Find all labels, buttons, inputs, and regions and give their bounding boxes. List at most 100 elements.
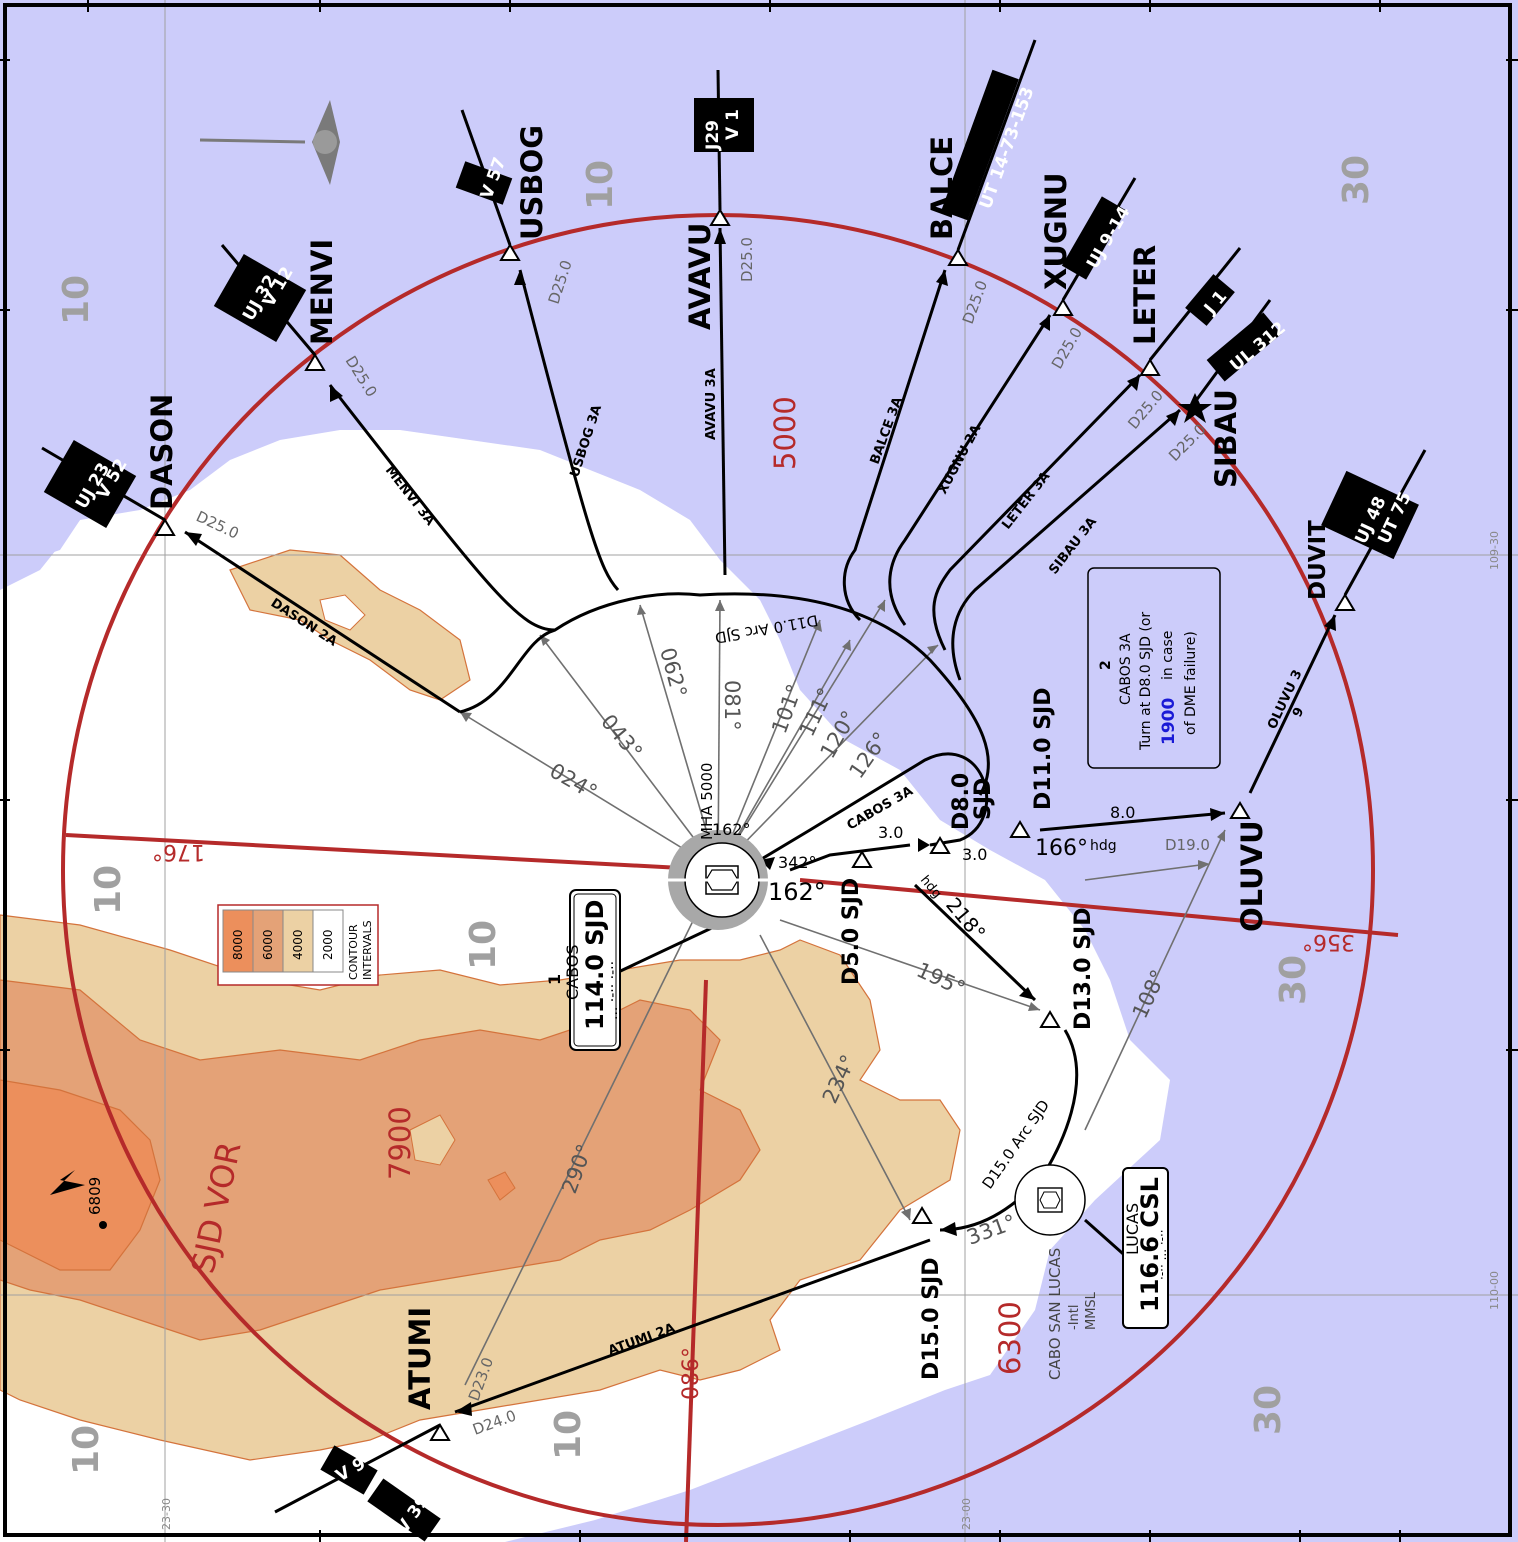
fix-xugnu: XUGNU xyxy=(1039,172,1073,290)
bearing-081: 081° xyxy=(720,680,744,731)
fix-balce: BALCE xyxy=(925,136,959,240)
lucas-vor-symbol xyxy=(1014,1164,1086,1236)
legend-4000: 4000 xyxy=(291,929,305,960)
mora-10-e: 10 xyxy=(548,1410,589,1460)
mha-label: MHA 5000 xyxy=(698,763,716,840)
dist-3-b: 3.0 xyxy=(962,845,987,864)
altitude-5000: 5000 xyxy=(768,396,802,470)
terrain-hole xyxy=(319,594,366,631)
legend-title1: CONTOUR xyxy=(347,924,360,980)
terrain-8000 xyxy=(0,1079,161,1271)
cabos-note-num: 1 xyxy=(545,974,564,985)
lucas-navaid-box xyxy=(1122,1167,1169,1329)
mora-10-f: 10 xyxy=(66,1425,107,1475)
cabos-navaid-box xyxy=(569,889,621,1051)
mora-30-a: 30 xyxy=(1336,155,1377,205)
terrain-island-a xyxy=(409,1114,456,1166)
airport-intl: -Intl xyxy=(1067,1305,1082,1330)
grid-10930: 109-30 xyxy=(1488,531,1501,570)
mora-10-b: 10 xyxy=(580,160,621,210)
bearing-162-top: 162° xyxy=(712,820,751,839)
airway-label-boxes xyxy=(43,69,1419,1542)
cabos-freq: 114.0 SJD xyxy=(581,900,609,1030)
radial-176: 176° xyxy=(152,839,205,864)
dme-fix-d8-sjd: SJD xyxy=(971,778,996,820)
grid-2330: 23-30 xyxy=(160,1498,173,1530)
radial-arrowheads xyxy=(460,600,1225,1220)
lucas-freq: 116.6 CSL xyxy=(1136,1177,1164,1312)
radial-lines xyxy=(459,599,1226,1386)
dme-fix-d15: D15.0 SJD xyxy=(919,1258,944,1381)
dme-fix-d11: D11.0 SJD xyxy=(1031,688,1056,811)
dme-fix-d13: D13.0 SJD xyxy=(1071,908,1096,1031)
fix-usbog: USBOG xyxy=(515,125,549,240)
terrain-island-b xyxy=(487,1171,516,1201)
route-arrowheads xyxy=(185,228,1336,1416)
chart-border xyxy=(3,3,1512,1537)
fix-avavu: AVAVU xyxy=(683,223,717,330)
note-altitude: 1900 xyxy=(1159,698,1179,745)
sibau-compulsory-fix xyxy=(1178,393,1212,423)
dme-avavu: D25.0 xyxy=(738,237,756,282)
dme-fix-d8: D8.0 xyxy=(949,773,974,830)
radial-086: 086° xyxy=(679,1347,704,1400)
note-num: 2 xyxy=(1098,660,1114,670)
dist-8: 8.0 xyxy=(1110,803,1135,822)
dme-fix-d5: D5.0 SJD xyxy=(839,878,864,985)
fix-dason: DASON xyxy=(145,394,179,510)
note-line1: CABOS 3A xyxy=(1118,633,1134,705)
spot-height-dot xyxy=(99,1221,107,1229)
airway-j29: J29 xyxy=(703,120,723,151)
altitude-6300: 6300 xyxy=(993,1301,1027,1375)
bearing-162-bottom: 162° xyxy=(768,878,826,906)
note-line3: in case xyxy=(1160,631,1176,680)
airway-v1: V 1 xyxy=(723,109,743,140)
note-line4: of DME failure) xyxy=(1183,631,1199,735)
cabos-name: CABOS xyxy=(563,944,582,1000)
radial-356: 356° xyxy=(1302,929,1355,954)
note-box xyxy=(1087,567,1221,769)
bearing-166-hdg: hdg xyxy=(1090,838,1117,854)
legend-8000: 8000 xyxy=(231,929,245,960)
bearing-166: 166° xyxy=(1035,836,1088,861)
fix-duvit: DUVIT xyxy=(1305,520,1331,600)
contour-legend-box xyxy=(217,904,379,986)
lucas-morse: ·-·· ... ·-·· xyxy=(1155,1229,1169,1280)
dist-3-a: 3.0 xyxy=(878,823,903,842)
note-line2: Turn at D8.0 SJD (or xyxy=(1138,612,1154,751)
fix-menvi: MENVI xyxy=(305,239,339,345)
fix-atumi: ATUMI xyxy=(403,1307,437,1410)
departure-routes xyxy=(41,39,1427,1514)
terrain-6000 xyxy=(0,979,761,1341)
north-arrow xyxy=(199,100,340,185)
lucas-name: LUCAS xyxy=(1123,1203,1142,1255)
grid-11000: 110-00 xyxy=(1488,1271,1501,1310)
fix-triangles xyxy=(154,208,1356,1441)
mora-10-c: 10 xyxy=(88,865,129,915)
airport-icao: MMSL xyxy=(1084,1291,1099,1330)
dme-oluvu: D19.0 xyxy=(1165,836,1210,854)
spot-height: 6809 xyxy=(86,1177,104,1215)
grid-2300: 23-00 xyxy=(960,1498,973,1530)
obstacle-icon xyxy=(50,1170,85,1195)
altitude-7900: 7900 xyxy=(383,1106,417,1180)
mora-10-a: 10 xyxy=(56,275,97,325)
airport-name: CABO SAN LUCAS xyxy=(1046,1248,1064,1380)
mora-30-c: 30 xyxy=(1248,1385,1289,1435)
mora-30-b: 30 xyxy=(1273,955,1314,1005)
fix-sibau: SIBAU xyxy=(1209,389,1243,488)
sector-radials xyxy=(65,833,1399,1542)
legend-6000: 6000 xyxy=(261,929,275,960)
route-avavu: AVAVU 3A xyxy=(704,368,719,440)
sjd-vor-symbol xyxy=(650,830,800,930)
bearing-342: 342° xyxy=(778,853,817,872)
cabos-morse: ... ·-·· ·-·· xyxy=(605,961,621,1020)
fix-oluvu: OLUVU xyxy=(1235,820,1269,932)
mora-10-d: 10 xyxy=(463,920,504,970)
legend-2000: 2000 xyxy=(321,929,335,960)
legend-title2: INTERVALS xyxy=(361,920,374,980)
fix-leter: LETER xyxy=(1128,245,1162,345)
